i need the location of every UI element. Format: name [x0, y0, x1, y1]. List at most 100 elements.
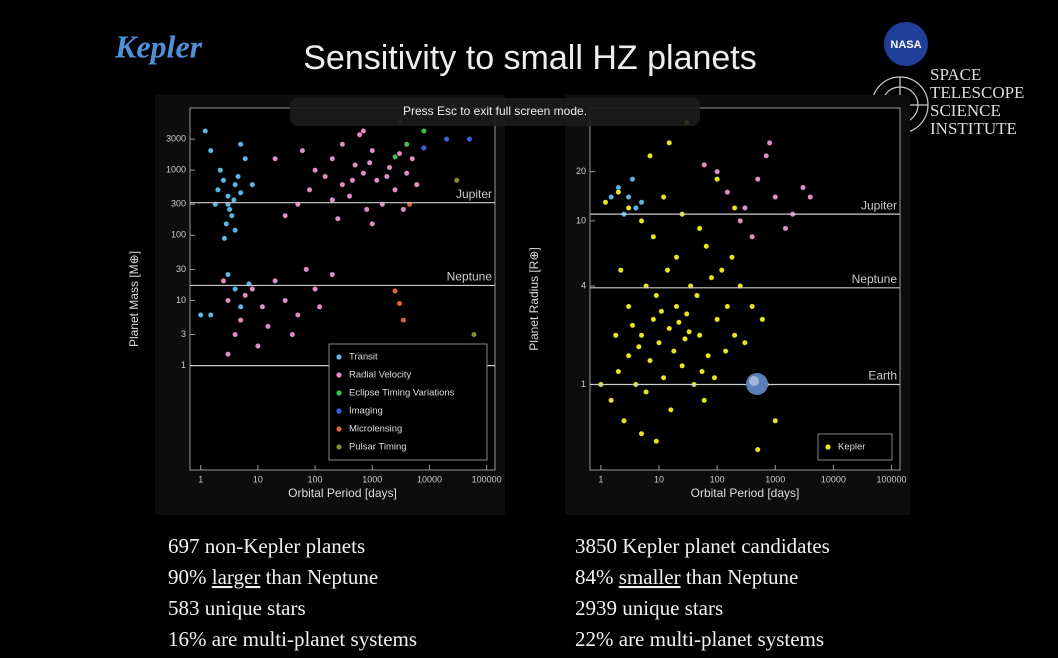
data-point [221, 278, 226, 283]
legend-label: Transit [349, 352, 378, 363]
data-point [719, 268, 724, 273]
y-axis-label: Planet Mass [M⊕] [127, 251, 141, 347]
data-point [715, 317, 720, 322]
data-point [694, 293, 699, 298]
data-point [773, 418, 778, 423]
data-point [260, 304, 265, 309]
data-point [273, 156, 278, 161]
data-point [233, 228, 238, 233]
x-tick-label: 10000 [417, 474, 442, 484]
data-point [654, 439, 659, 444]
data-point [706, 353, 711, 358]
data-point [671, 348, 676, 353]
data-point [225, 352, 230, 357]
data-point [283, 213, 288, 218]
legend-label: Eclipse Timing Variations [349, 388, 455, 399]
data-point [712, 375, 717, 380]
fullscreen-overlay: Press Esc to exit full screen mode. [403, 104, 587, 118]
data-point [401, 207, 406, 212]
x-tick-label: 100 [710, 474, 725, 484]
data-point [665, 268, 670, 273]
note-part: 84% [575, 565, 619, 589]
y-tick-label: 3000 [166, 133, 186, 143]
data-point [467, 136, 472, 141]
data-point [618, 268, 623, 273]
data-point [330, 156, 335, 161]
data-point [208, 312, 213, 317]
data-point [364, 207, 369, 212]
data-point [676, 320, 681, 325]
data-point [697, 333, 702, 338]
data-point [630, 177, 635, 182]
data-point [384, 174, 389, 179]
data-point [709, 275, 714, 280]
data-point [732, 205, 737, 210]
x-axis-label: Orbital Period [days] [288, 486, 397, 500]
earth-icon [746, 373, 768, 395]
data-point [290, 332, 295, 337]
x-tick-label: 100000 [876, 474, 906, 484]
data-point [238, 142, 243, 147]
data-point [273, 278, 278, 283]
note-line: 697 non-Kepler planets [168, 534, 365, 558]
x-tick-label: 100 [308, 474, 323, 484]
data-point [651, 317, 656, 322]
data-point [742, 340, 747, 345]
data-point [680, 363, 685, 368]
data-point [361, 128, 366, 133]
data-point [367, 160, 372, 165]
data-point [421, 145, 426, 150]
data-point [222, 236, 227, 241]
data-point [300, 148, 305, 153]
data-point [639, 200, 644, 205]
institute-line: SCIENCE [930, 101, 1001, 120]
data-point [203, 128, 208, 133]
data-point [374, 178, 379, 183]
data-point [221, 178, 226, 183]
data-point [238, 190, 243, 195]
data-point [613, 333, 618, 338]
data-point [687, 329, 692, 334]
note-part: 90% [168, 565, 212, 589]
data-point [243, 293, 248, 298]
data-point [764, 153, 769, 158]
legend-label: Imaging [349, 406, 383, 417]
note-line: 16% are multi-planet systems [168, 627, 417, 651]
data-point [767, 140, 772, 145]
data-point [667, 140, 672, 145]
data-point [218, 168, 223, 173]
data-point [307, 187, 312, 192]
data-point [233, 332, 238, 337]
data-point [659, 309, 664, 314]
data-point [225, 193, 230, 198]
data-point [639, 431, 644, 436]
note-line: 583 unique stars [168, 596, 306, 620]
data-point [330, 272, 335, 277]
reference-label: Neptune [852, 272, 898, 286]
kepler-logo: Kepler [114, 28, 203, 64]
data-point [347, 193, 352, 198]
data-point [283, 298, 288, 303]
data-point [630, 323, 635, 328]
data-point [636, 344, 641, 349]
note-part: than Neptune [260, 565, 378, 589]
data-point [238, 304, 243, 309]
y-tick-label: 1 [581, 379, 586, 389]
data-point [340, 182, 345, 187]
data-point [243, 156, 248, 161]
slide-title: Sensitivity to small HZ planets [303, 39, 757, 77]
data-point [742, 205, 747, 210]
legend-label: Kepler [838, 442, 865, 453]
data-point [198, 312, 203, 317]
x-tick-label: 1000 [362, 474, 382, 484]
data-point [800, 185, 805, 190]
data-point [340, 142, 345, 147]
data-point [392, 154, 397, 159]
note-emphasis: larger [212, 565, 261, 589]
legend-swatch [336, 372, 341, 377]
data-point [715, 169, 720, 174]
nasa-text: NASA [890, 39, 921, 51]
reference-label: Neptune [447, 270, 493, 284]
data-point [392, 288, 397, 293]
data-point [410, 156, 415, 161]
